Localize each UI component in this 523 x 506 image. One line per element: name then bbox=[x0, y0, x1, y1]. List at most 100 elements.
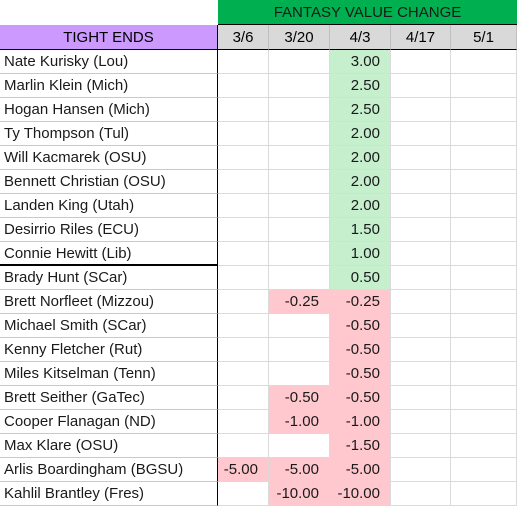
value-cell[interactable] bbox=[451, 290, 517, 314]
value-cell[interactable]: -1.50 bbox=[330, 434, 391, 458]
value-cell[interactable] bbox=[218, 434, 269, 458]
value-cell[interactable]: -10.00 bbox=[269, 482, 330, 506]
value-cell[interactable]: -0.50 bbox=[330, 362, 391, 386]
value-cell[interactable] bbox=[269, 98, 330, 122]
value-cell[interactable] bbox=[218, 122, 269, 146]
value-cell[interactable]: -5.00 bbox=[269, 458, 330, 482]
player-name-cell[interactable]: Cooper Flanagan (ND) bbox=[0, 410, 218, 434]
player-name-cell[interactable]: Connie Hewitt (Lib) bbox=[0, 242, 218, 266]
value-cell[interactable] bbox=[218, 482, 269, 506]
value-cell[interactable] bbox=[269, 242, 330, 266]
value-cell[interactable]: 1.00 bbox=[330, 242, 391, 266]
player-name-cell[interactable]: Bennett Christian (OSU) bbox=[0, 170, 218, 194]
player-name-cell[interactable]: Marlin Klein (Mich) bbox=[0, 74, 218, 98]
value-cell[interactable] bbox=[451, 434, 517, 458]
value-cell[interactable] bbox=[391, 74, 451, 98]
value-cell[interactable] bbox=[269, 170, 330, 194]
value-cell[interactable] bbox=[218, 50, 269, 74]
player-name-cell[interactable]: Arlis Boardingham (BGSU) bbox=[0, 458, 218, 482]
value-cell[interactable] bbox=[218, 218, 269, 242]
value-cell[interactable]: -0.50 bbox=[269, 386, 330, 410]
value-cell[interactable] bbox=[451, 410, 517, 434]
value-cell[interactable] bbox=[218, 194, 269, 218]
value-cell[interactable] bbox=[218, 266, 269, 290]
value-cell[interactable] bbox=[391, 338, 451, 362]
value-cell[interactable] bbox=[391, 362, 451, 386]
position-header[interactable]: TIGHT ENDS bbox=[0, 25, 218, 50]
value-cell[interactable]: -10.00 bbox=[330, 482, 391, 506]
player-name-cell[interactable]: Landen King (Utah) bbox=[0, 194, 218, 218]
value-cell[interactable] bbox=[391, 386, 451, 410]
date-header-4-17[interactable]: 4/17 bbox=[391, 25, 451, 50]
value-cell[interactable] bbox=[391, 290, 451, 314]
value-cell[interactable] bbox=[269, 74, 330, 98]
value-cell[interactable] bbox=[391, 314, 451, 338]
value-cell[interactable] bbox=[269, 338, 330, 362]
value-cell[interactable] bbox=[451, 98, 517, 122]
value-cell[interactable] bbox=[451, 386, 517, 410]
value-cell[interactable] bbox=[391, 98, 451, 122]
value-cell[interactable]: -0.50 bbox=[330, 314, 391, 338]
player-name-cell[interactable]: Miles Kitselman (Tenn) bbox=[0, 362, 218, 386]
value-cell[interactable] bbox=[218, 386, 269, 410]
value-cell[interactable] bbox=[391, 218, 451, 242]
value-cell[interactable]: -0.50 bbox=[330, 338, 391, 362]
value-cell[interactable] bbox=[451, 314, 517, 338]
player-name-cell[interactable]: Max Klare (OSU) bbox=[0, 434, 218, 458]
corner-cell[interactable] bbox=[0, 0, 218, 25]
date-header-3-20[interactable]: 3/20 bbox=[269, 25, 330, 50]
value-cell[interactable] bbox=[391, 266, 451, 290]
value-cell[interactable]: 0.50 bbox=[330, 266, 391, 290]
value-cell[interactable] bbox=[391, 482, 451, 506]
fantasy-value-change-header[interactable]: FANTASY VALUE CHANGE bbox=[218, 0, 517, 25]
value-cell[interactable] bbox=[269, 266, 330, 290]
player-name-cell[interactable]: Brady Hunt (SCar) bbox=[0, 266, 218, 290]
value-cell[interactable]: 2.00 bbox=[330, 194, 391, 218]
value-cell[interactable] bbox=[451, 482, 517, 506]
value-cell[interactable] bbox=[218, 362, 269, 386]
value-cell[interactable]: -5.00 bbox=[218, 458, 269, 482]
value-cell[interactable] bbox=[269, 218, 330, 242]
value-cell[interactable] bbox=[218, 314, 269, 338]
player-name-cell[interactable]: Ty Thompson (Tul) bbox=[0, 122, 218, 146]
value-cell[interactable] bbox=[451, 242, 517, 266]
value-cell[interactable] bbox=[218, 170, 269, 194]
value-cell[interactable] bbox=[269, 314, 330, 338]
value-cell[interactable] bbox=[218, 146, 269, 170]
value-cell[interactable]: 2.00 bbox=[330, 122, 391, 146]
value-cell[interactable] bbox=[451, 362, 517, 386]
value-cell[interactable] bbox=[391, 50, 451, 74]
value-cell[interactable] bbox=[391, 170, 451, 194]
value-cell[interactable]: 2.00 bbox=[330, 170, 391, 194]
value-cell[interactable] bbox=[269, 122, 330, 146]
date-header-5-1[interactable]: 5/1 bbox=[451, 25, 517, 50]
value-cell[interactable]: 2.50 bbox=[330, 98, 391, 122]
value-cell[interactable] bbox=[451, 218, 517, 242]
player-name-cell[interactable]: Kahlil Brantley (Fres) bbox=[0, 482, 218, 506]
value-cell[interactable] bbox=[269, 194, 330, 218]
value-cell[interactable]: 3.00 bbox=[330, 50, 391, 74]
value-cell[interactable] bbox=[218, 98, 269, 122]
value-cell[interactable] bbox=[269, 362, 330, 386]
value-cell[interactable] bbox=[269, 146, 330, 170]
player-name-cell[interactable]: Hogan Hansen (Mich) bbox=[0, 98, 218, 122]
value-cell[interactable]: 2.00 bbox=[330, 146, 391, 170]
value-cell[interactable]: 1.50 bbox=[330, 218, 391, 242]
value-cell[interactable] bbox=[451, 146, 517, 170]
value-cell[interactable] bbox=[391, 122, 451, 146]
value-cell[interactable] bbox=[218, 74, 269, 98]
date-header-3-6[interactable]: 3/6 bbox=[218, 25, 269, 50]
value-cell[interactable] bbox=[451, 50, 517, 74]
value-cell[interactable] bbox=[218, 338, 269, 362]
value-cell[interactable] bbox=[269, 50, 330, 74]
value-cell[interactable]: -1.00 bbox=[269, 410, 330, 434]
value-cell[interactable] bbox=[451, 170, 517, 194]
player-name-cell[interactable]: Nate Kurisky (Lou) bbox=[0, 50, 218, 74]
value-cell[interactable] bbox=[391, 146, 451, 170]
value-cell[interactable] bbox=[451, 194, 517, 218]
player-name-cell[interactable]: Desirrio Riles (ECU) bbox=[0, 218, 218, 242]
value-cell[interactable] bbox=[451, 122, 517, 146]
player-name-cell[interactable]: Michael Smith (SCar) bbox=[0, 314, 218, 338]
value-cell[interactable] bbox=[391, 434, 451, 458]
value-cell[interactable] bbox=[451, 338, 517, 362]
